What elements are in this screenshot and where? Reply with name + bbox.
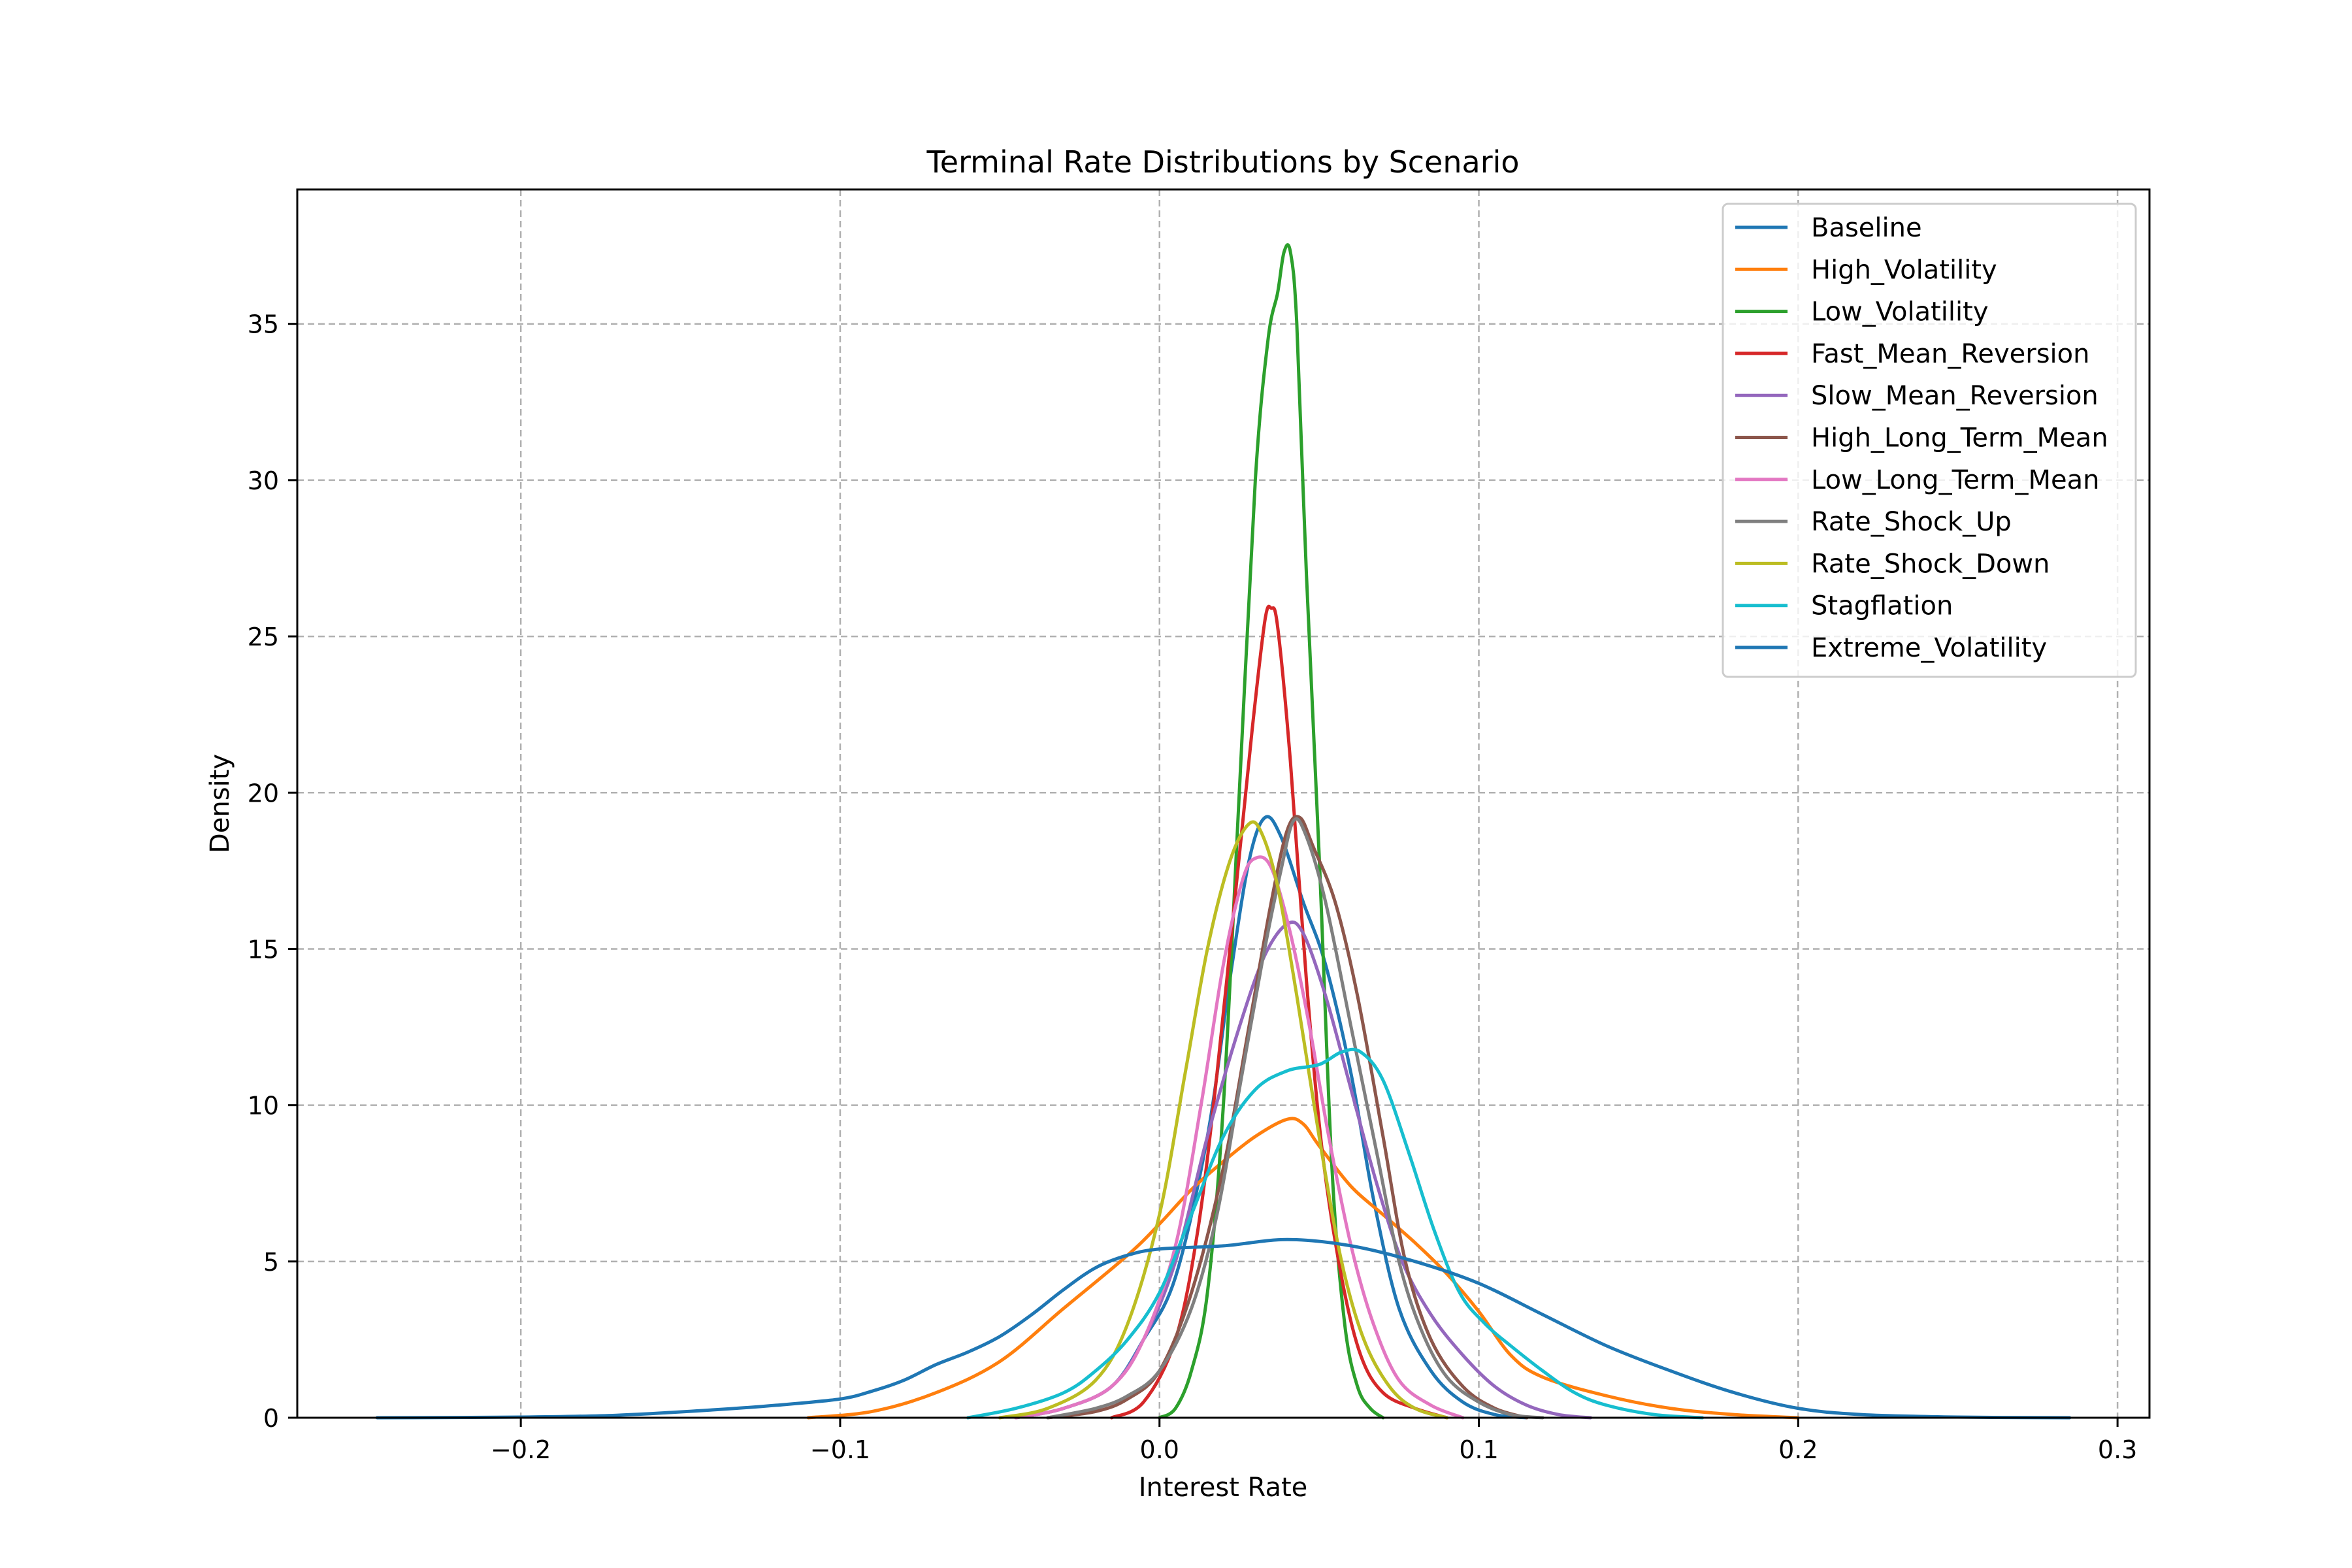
x-tick-label: −0.1	[810, 1435, 870, 1464]
legend-label-baseline: Baseline	[1811, 213, 1922, 243]
legend-label-high-long-term-mean: High_Long_Term_Mean	[1811, 423, 2108, 453]
series-line-high-long-term-mean	[1046, 815, 1529, 1420]
y-tick-label: 0	[263, 1404, 279, 1433]
y-tick-label: 30	[248, 466, 279, 495]
x-tick-label: −0.2	[491, 1435, 551, 1464]
y-tick-label: 10	[248, 1092, 279, 1120]
legend-box	[1722, 203, 2137, 678]
legend: Baseline High_Volatility Low_Volatility Fas…	[1722, 203, 2137, 678]
y-tick-label: 5	[263, 1248, 279, 1277]
series-line-fast-mean-reversion	[1109, 604, 1449, 1420]
series-line-low-long-term-mean	[1014, 855, 1465, 1420]
legend-label-slow-mean-reversion: Slow_Mean_Reversion	[1811, 381, 2099, 411]
legend-label-high-volatility: High_Volatility	[1811, 255, 1997, 285]
x-tick-label: 0.2	[1778, 1435, 1818, 1464]
series-line-rate-shock-up	[1046, 817, 1544, 1420]
legend-label-low-long-term-mean: Low_Long_Term_Mean	[1811, 465, 2100, 495]
x-tick-label: 0.0	[1140, 1435, 1179, 1464]
y-axis-label: Density	[205, 754, 235, 853]
chart-title: Terminal Rate Distributions by Scenario	[926, 144, 1519, 180]
legend-label-rate-shock-up: Rate_Shock_Up	[1811, 507, 2012, 537]
plot-frame	[296, 188, 2151, 1419]
series-line-low-volatility	[1158, 243, 1385, 1420]
y-tick-label: 35	[248, 310, 279, 339]
legend-label-rate-shock-down: Rate_Shock_Down	[1811, 549, 2050, 579]
x-axis-label: Interest Rate	[1139, 1473, 1308, 1503]
axis-ticks: −0.2 −0.1 0.0 0.1 0.2 0.3 0 5 10 15 20 25 30 35	[248, 310, 2138, 1464]
series-line-stagflation	[966, 1047, 1705, 1420]
series-lines	[375, 243, 2072, 1420]
x-tick-label: 0.3	[2098, 1435, 2137, 1464]
y-tick-label: 20	[248, 779, 279, 808]
series-line-rate-shock-down	[998, 820, 1449, 1420]
y-tick-label: 25	[248, 623, 279, 651]
series-line-extreme-volatility	[375, 1237, 2072, 1420]
series-line-baseline	[1014, 815, 1529, 1420]
legend-label-low-volatility: Low_Volatility	[1811, 297, 1989, 327]
y-tick-label: 15	[248, 935, 279, 964]
legend-label-fast-mean-reversion: Fast_Mean_Reversion	[1811, 339, 2089, 369]
x-tick-label: 0.1	[1459, 1435, 1498, 1464]
legend-label-stagflation: Stagflation	[1811, 591, 1953, 621]
legend-label-extreme-volatility: Extreme_Volatility	[1811, 633, 2047, 663]
